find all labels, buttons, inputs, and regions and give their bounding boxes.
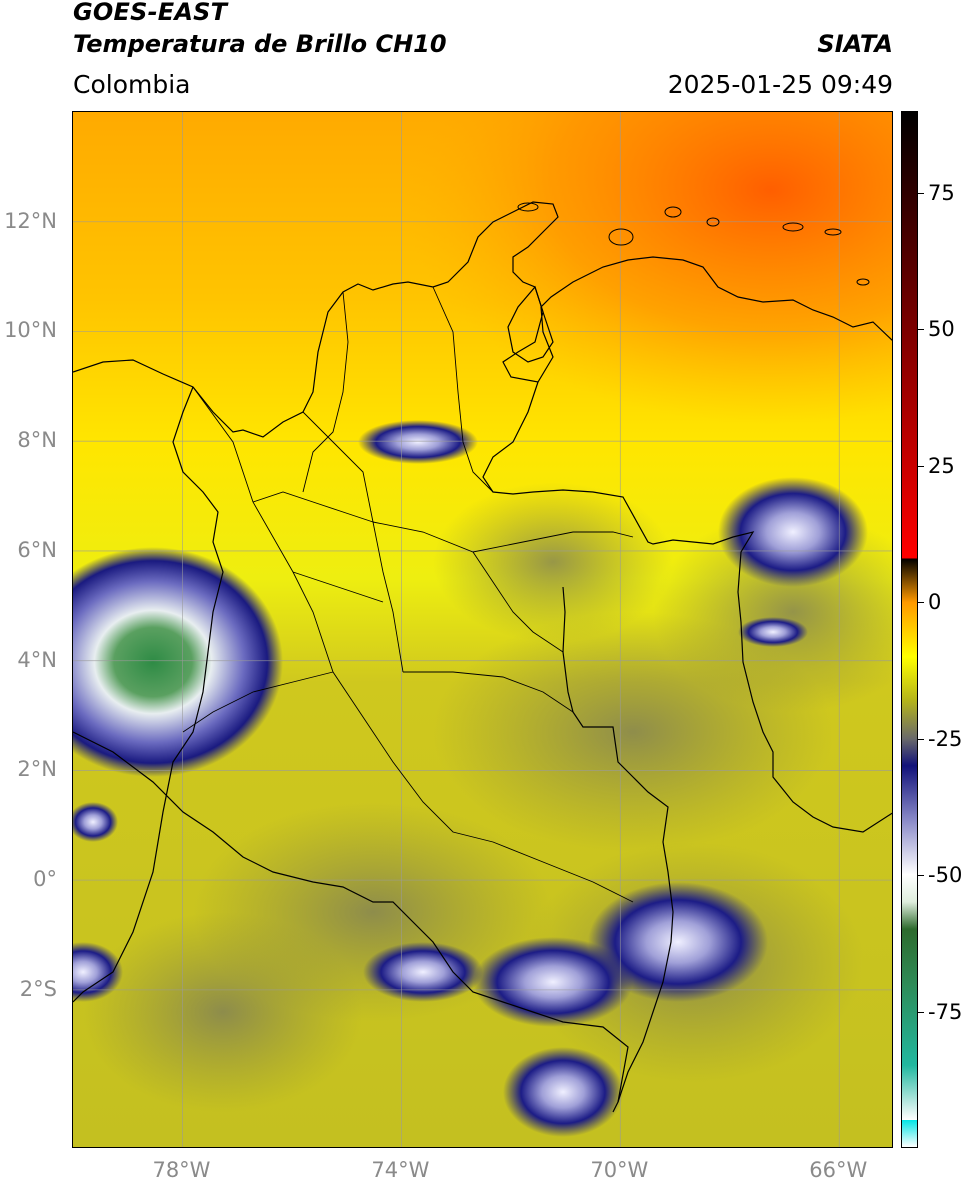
- coastlines-borders: [73, 201, 892, 1113]
- region-label: Colombia: [73, 70, 191, 99]
- lon-tick-label: 74°W: [371, 1158, 430, 1182]
- cool-patches: [83, 482, 892, 1112]
- lat-tick-label: 2°S: [19, 976, 57, 1001]
- timestamp-label: 2025-01-25 09:49: [667, 70, 893, 99]
- pacific-coast: [73, 386, 224, 1003]
- colorbar-tick-label: 0: [928, 590, 942, 615]
- colorbar-tick-mark: [918, 329, 924, 331]
- colorbar-tick-label: -50: [928, 863, 963, 888]
- colorbar-tick-mark: [918, 1011, 924, 1013]
- colorbar-tick-mark: [918, 738, 924, 740]
- caribbean-islands: [517, 202, 870, 286]
- agency-label: SIATA: [817, 30, 893, 58]
- satellite-map: [72, 111, 893, 1148]
- peru-ecuador-border: [73, 731, 629, 1103]
- colorbar-tick-label: -75: [928, 999, 963, 1024]
- lat-tick-label: 12°N: [4, 208, 57, 233]
- lat-tick-label: 8°N: [17, 428, 57, 453]
- colorbar-tick-mark: [918, 192, 924, 194]
- lat-tick-label: 4°N: [17, 647, 57, 672]
- cloud-systems: [73, 420, 868, 1137]
- map-svg: [73, 112, 892, 1147]
- brazil-border: [562, 586, 674, 1113]
- lake-maracaibo: [507, 285, 554, 363]
- caribbean-coast: [73, 201, 892, 438]
- map-gridlines: [73, 112, 892, 1147]
- colorbar-tick-label: -25: [928, 726, 963, 751]
- lat-tick-label: 6°N: [17, 537, 57, 562]
- lon-tick-label: 70°W: [590, 1158, 649, 1182]
- colorbar-tick-label: 75: [928, 180, 955, 205]
- colorbar: [901, 111, 918, 1148]
- colorbar-tick-mark: [918, 875, 924, 877]
- lat-tick-label: 0°: [33, 867, 57, 892]
- colorbar-tick-mark: [918, 602, 924, 604]
- colorbar-tick-label: 25: [928, 453, 955, 478]
- internal-borders: [182, 286, 634, 903]
- lon-tick-label: 66°W: [809, 1158, 868, 1182]
- lat-tick-label: 2°N: [17, 757, 57, 782]
- colorbar-tick-mark: [918, 465, 924, 467]
- colorbar-tick-label: 50: [928, 317, 955, 342]
- map-title-line1: GOES-EAST: [73, 0, 228, 26]
- lat-tick-label: 10°N: [4, 318, 57, 343]
- lon-tick-label: 78°W: [152, 1158, 211, 1182]
- map-title-line2: Temperatura de Brillo CH10: [73, 30, 447, 58]
